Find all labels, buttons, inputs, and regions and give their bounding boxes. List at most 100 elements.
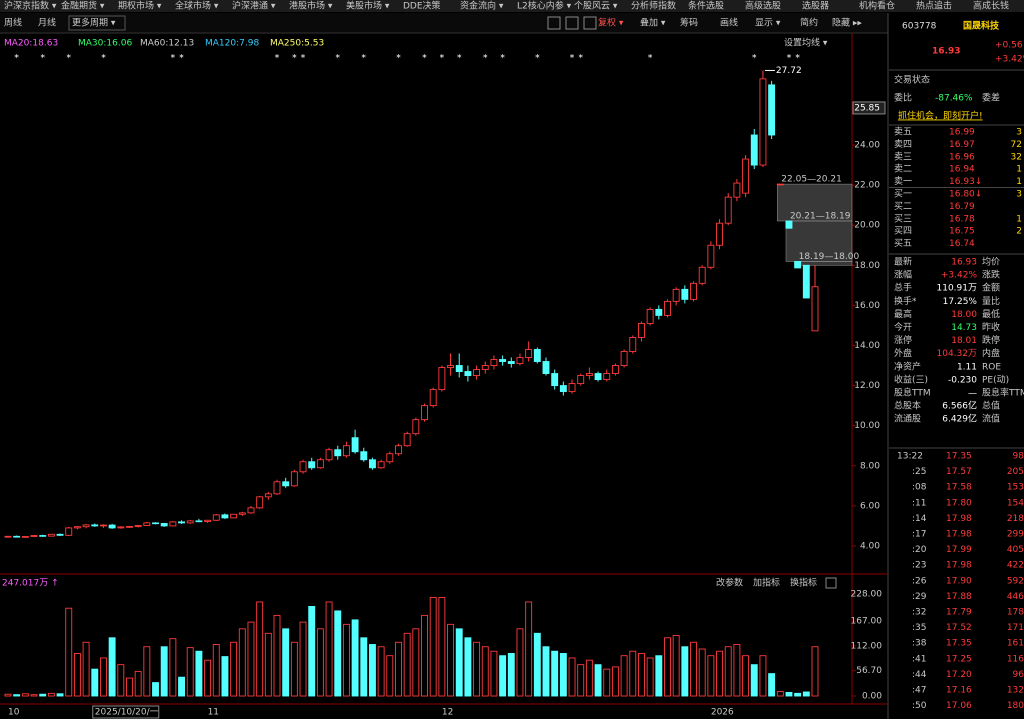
stock-code: 603778 (902, 22, 937, 32)
volume-bar (733, 644, 741, 697)
last-price: 16.93 (932, 47, 960, 57)
menu-item[interactable]: L2核心内参 ▾ (517, 0, 572, 12)
menu-item[interactable]: 机构看仓 (859, 0, 895, 12)
book-volume: 1 (1016, 177, 1022, 187)
volume-bar (672, 635, 680, 697)
trade-price: 17.35 (946, 452, 972, 462)
open-account-banner[interactable]: 抓住机会，即刻开户! (898, 110, 983, 122)
menu-item[interactable]: 美股市场 ▾ (346, 0, 390, 12)
tool-button[interactable]: 画线 (720, 17, 738, 29)
icon[interactable] (547, 16, 561, 30)
candle-body (776, 183, 784, 186)
volume-bar (178, 676, 185, 697)
candle-body (429, 389, 437, 407)
tool-button[interactable]: 简约 (800, 17, 818, 29)
candle-body (421, 405, 428, 421)
trade-price: 17.20 (946, 670, 972, 680)
volume-bar (620, 655, 628, 697)
candle-body (785, 220, 793, 229)
menu-item[interactable]: 条件选股 (688, 0, 724, 12)
stat-value: 18.00 (951, 310, 977, 320)
stat-value: 14.73 (951, 323, 977, 333)
tool-button[interactable]: 叠加 ▾ (640, 18, 666, 29)
ma-setting[interactable]: 设置均线 ▾ (784, 37, 828, 49)
period-button[interactable]: 周线 (4, 17, 22, 29)
volume-bar (273, 614, 281, 697)
menu-item[interactable]: 沪深港通 ▾ (232, 0, 276, 12)
candle-body (438, 367, 446, 391)
period-button[interactable]: 月线 (38, 17, 56, 29)
volume-bar (646, 657, 654, 697)
event-flag: * (795, 54, 800, 64)
candle-body (646, 308, 654, 324)
candle-body (21, 536, 29, 538)
candle-body (698, 266, 706, 284)
candle-body (386, 453, 394, 463)
volume-bar (533, 632, 541, 697)
candle-body (299, 461, 307, 473)
menu-item[interactable]: 分析师指数 (631, 0, 676, 12)
volume-bar (290, 641, 298, 697)
menu-item[interactable]: 高级选股 (745, 0, 781, 12)
stat-value: 104.32万 (937, 349, 978, 359)
menu-item[interactable]: 高成长钱 (973, 0, 1009, 12)
volume-bar (169, 638, 177, 697)
candle-body (47, 533, 55, 537)
volume-bar (681, 646, 689, 697)
volume-bar (316, 628, 324, 697)
y-tick-label: 20.00 (854, 221, 880, 231)
volume-bar (91, 668, 99, 697)
menu-item[interactable]: 个股风云 ▾ (574, 1, 618, 12)
menu-item[interactable]: 金融期货 ▾ (61, 0, 105, 12)
book-label: 卖四 (894, 139, 912, 150)
menu-item[interactable]: 选股器 (802, 0, 829, 12)
stat-value: 1.11 (957, 362, 977, 372)
indicator-button[interactable]: 改参数 (716, 577, 743, 589)
candle-body (672, 288, 680, 302)
candle-body (603, 373, 611, 381)
menu-item[interactable]: DDE决策 (403, 0, 441, 12)
icon[interactable] (565, 16, 579, 30)
trade-time: :50 (912, 701, 927, 711)
menu-item[interactable]: 沪深京指数 ▾ (4, 0, 57, 12)
volume-bar (568, 657, 576, 697)
y-tick-label: 6.00 (860, 501, 880, 511)
toolbar (0, 13, 888, 33)
x-tick-label: 10 (8, 708, 20, 718)
menu-bar (0, 0, 1024, 12)
tool-button[interactable]: 隐藏 ▸▸ (832, 17, 862, 29)
trade-volume: 205 (1007, 467, 1024, 477)
menu-item[interactable]: 资金流向 ▾ (460, 0, 504, 12)
indicator-button[interactable]: 换指标 (790, 577, 817, 589)
candle-body (290, 471, 298, 487)
candle-body (707, 244, 715, 268)
volume-bar (4, 693, 12, 697)
menu-item[interactable]: 全球市场 ▾ (175, 0, 219, 12)
tool-button[interactable]: 复权 ▾ (598, 17, 624, 29)
tool-button[interactable]: 筹码 (680, 17, 698, 29)
trade-time: 13:22 (897, 452, 923, 462)
trade-price: 17.80 (946, 498, 972, 508)
volume-bar (117, 664, 125, 697)
volume-bar (473, 641, 481, 697)
candle-body (811, 286, 819, 332)
y-tick-label: 12.00 (854, 381, 880, 391)
icon[interactable] (583, 16, 597, 30)
period-button[interactable]: 更多周期 ▾ (72, 17, 116, 29)
tool-button[interactable]: 显示 ▾ (755, 18, 781, 29)
high-label: 27.72 (776, 66, 802, 76)
candle-body (334, 449, 342, 457)
close-icon[interactable] (825, 577, 837, 589)
indicator-button[interactable]: 加指标 (753, 577, 780, 589)
candle-body (108, 524, 116, 529)
menu-item[interactable]: 港股市场 ▾ (289, 0, 333, 12)
candle-body (73, 526, 81, 529)
menu-item[interactable]: 热点追击 (916, 0, 952, 12)
y-tick-label: 14.00 (854, 341, 880, 351)
candle-body (724, 196, 732, 224)
trade-price: 17.57 (946, 467, 972, 477)
candle-body (204, 519, 212, 522)
volume-bar (238, 628, 246, 697)
menu-item[interactable]: 期权市场 ▾ (118, 0, 162, 12)
ma-legend: MA120:7.98 (205, 39, 259, 49)
